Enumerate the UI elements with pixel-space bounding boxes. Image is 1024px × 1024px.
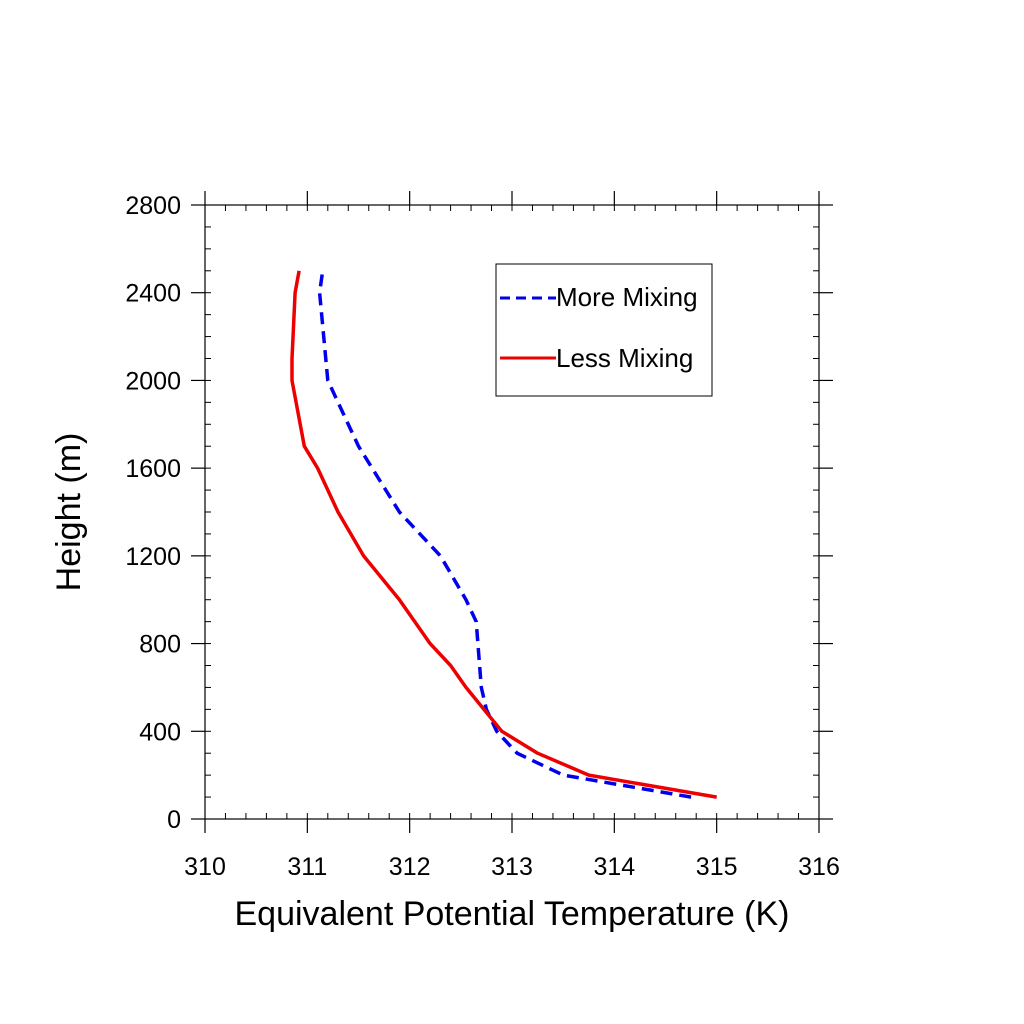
y-tick-label: 1200 xyxy=(125,543,181,571)
legend-box xyxy=(495,263,713,397)
legend-label-less-mixing: Less Mixing xyxy=(556,343,693,373)
y-tick-label: 800 xyxy=(139,631,181,659)
y-tick-label: 2000 xyxy=(125,367,181,395)
x-tick-label: 312 xyxy=(389,853,431,881)
y-tick-label: 400 xyxy=(139,718,181,746)
axis-tick-labels: 310 311 312 313 314 315 316 0 400 800 1200 1600 2000… xyxy=(125,192,839,881)
y-tick-label: 2800 xyxy=(125,192,181,220)
series-line-more-mixing xyxy=(317,270,692,799)
legend-label-more-mixing: More Mixing xyxy=(556,282,698,312)
y-tick-label: 2400 xyxy=(125,280,181,308)
plot-area: 310 311 312 313 314 315 316 0 400 800 1200 1600 2000… xyxy=(125,191,840,881)
x-tick-label: 313 xyxy=(491,853,533,881)
x-tick-label: 316 xyxy=(798,853,840,881)
x-tick-label: 315 xyxy=(696,853,738,881)
x-axis-label: Equivalent Potential Temperature (K) xyxy=(234,895,789,933)
x-tick-label: 314 xyxy=(593,853,635,881)
y-tick-label: 1600 xyxy=(125,455,181,483)
series-line-less-mixing xyxy=(290,270,717,799)
axis-ticks xyxy=(191,191,833,833)
series-lines xyxy=(290,270,717,799)
y-tick-label: 0 xyxy=(167,806,181,834)
y-axis-label: Height (m) xyxy=(50,433,88,592)
x-tick-label: 310 xyxy=(184,853,226,881)
x-tick-label: 311 xyxy=(287,853,327,881)
legend: More Mixing Less Mixing xyxy=(495,263,713,397)
